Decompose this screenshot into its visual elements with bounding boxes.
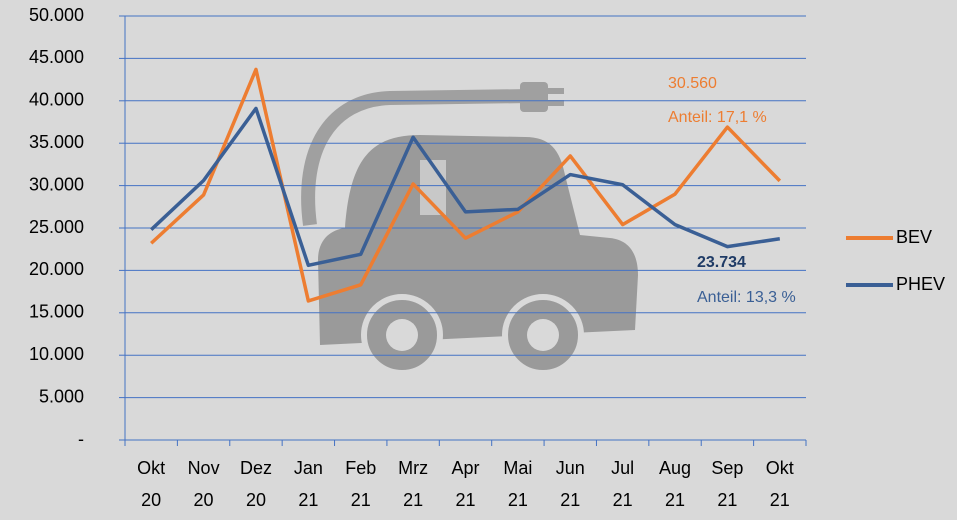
x-tick-label: Jan (294, 458, 323, 478)
legend-label: BEV (896, 227, 932, 247)
y-tick-label: 40.000 (29, 90, 84, 110)
x-tick-label: Nov (188, 458, 220, 478)
x-tick-label: Okt (137, 458, 165, 478)
y-tick-label: 20.000 (29, 259, 84, 279)
y-tick-label: 25.000 (29, 217, 84, 237)
chart: - 5.000 10.000 15.000 20.000 25.000 30.000 35.0… (0, 0, 957, 520)
x-tick-label: Apr (451, 458, 479, 478)
x-tick-label: 20 (194, 490, 214, 510)
x-tick-label: Mrz (398, 458, 428, 478)
x-tick-label: Okt (766, 458, 794, 478)
x-tick-label: 21 (665, 490, 685, 510)
x-tick-label: 21 (508, 490, 528, 510)
x-tick-label: 21 (298, 490, 318, 510)
value-label: 30.560 (668, 75, 717, 92)
legend-label: PHEV (896, 274, 945, 294)
page: {"chart_data": { "type": "line", "catego… (0, 0, 957, 520)
share-label: Anteil: 13,3 % (697, 289, 796, 306)
x-tick-label: Dez (240, 458, 272, 478)
x-tick-label: Mai (503, 458, 532, 478)
y-tick-label: - (78, 429, 84, 449)
x-tick-label: 20 (141, 490, 161, 510)
x-tick-label: Jul (611, 458, 634, 478)
y-tick-label: 45.000 (29, 47, 84, 67)
y-tick-label: 50.000 (29, 5, 84, 25)
x-tick-label: Aug (659, 458, 691, 478)
y-tick-label: 10.000 (29, 344, 84, 364)
x-tick-label: Sep (711, 458, 743, 478)
x-tick-label: 21 (455, 490, 475, 510)
x-tick-label: Jun (556, 458, 585, 478)
x-tick-label: 21 (560, 490, 580, 510)
x-tick-label: Feb (345, 458, 376, 478)
value-label: 23.734 (697, 254, 746, 271)
x-tick-label: 21 (403, 490, 423, 510)
x-tick-label: 21 (770, 490, 790, 510)
y-tick-label: 30.000 (29, 174, 84, 194)
y-tick-label: 35.000 (29, 132, 84, 152)
y-tick-label: 5.000 (39, 386, 84, 406)
y-tick-label: 15.000 (29, 302, 84, 322)
share-label: Anteil: 17,1 % (668, 109, 767, 126)
x-tick-label: 21 (613, 490, 633, 510)
x-tick-label: 21 (717, 490, 737, 510)
x-tick-label: 21 (351, 490, 371, 510)
x-tick-label: 20 (246, 490, 266, 510)
